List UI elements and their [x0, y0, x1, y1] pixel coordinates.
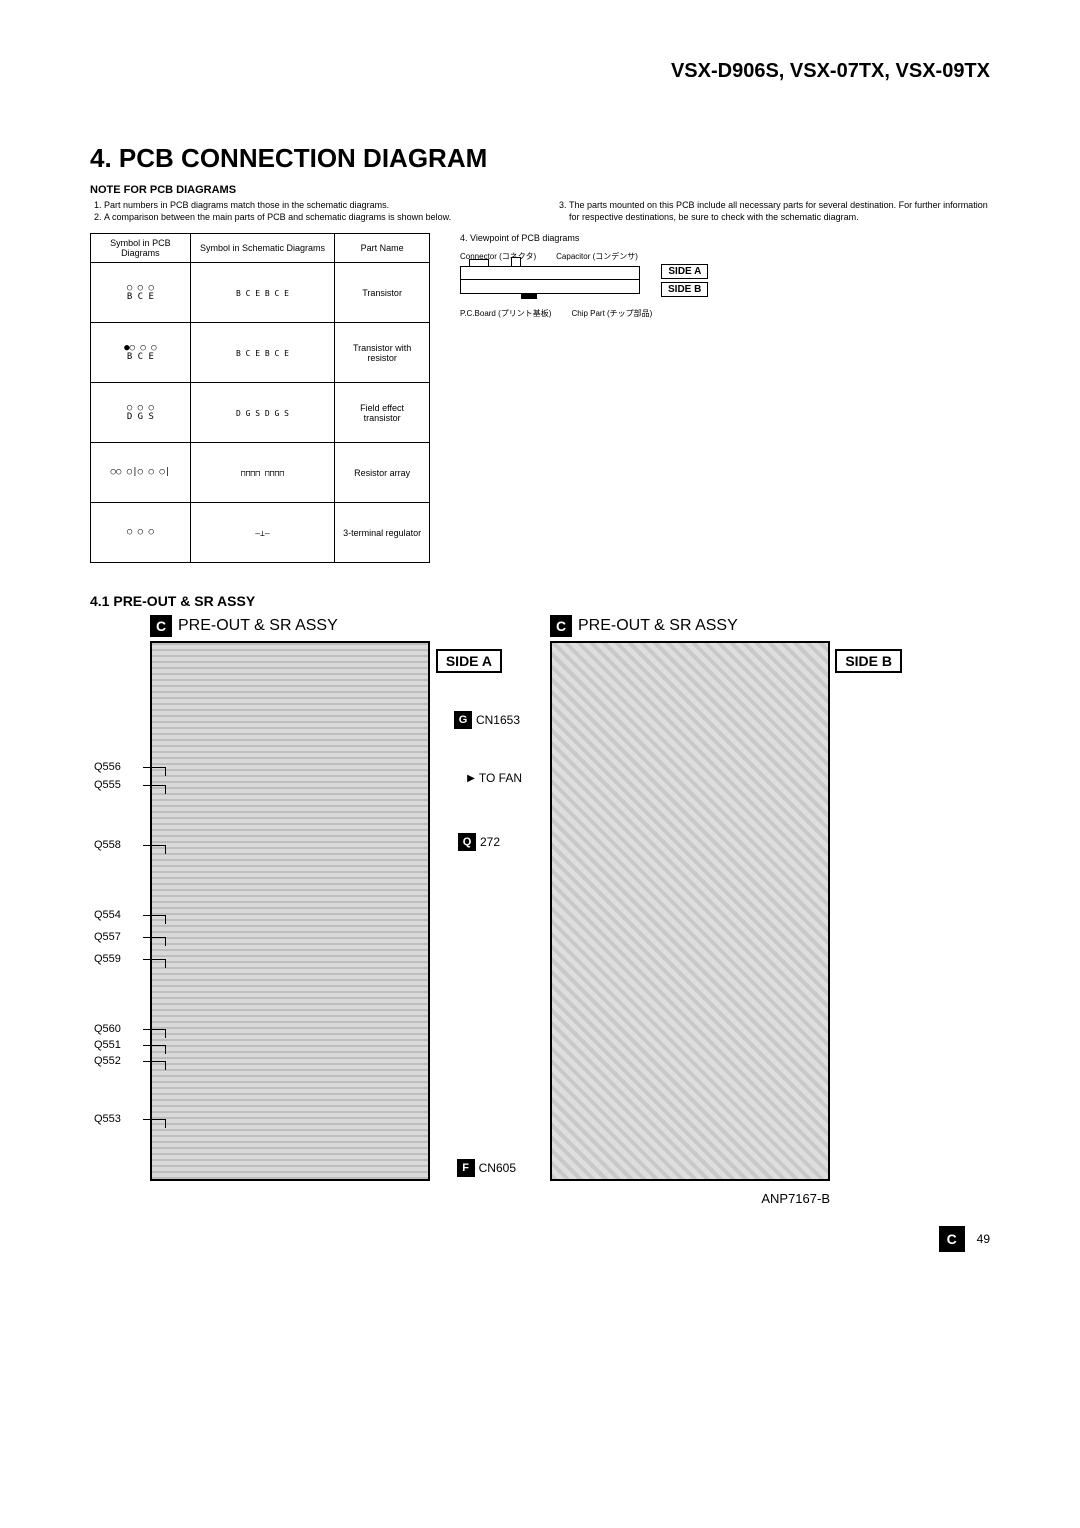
block-letter-icon: C — [550, 615, 572, 637]
part-name-cell: Resistor array — [335, 443, 430, 503]
assy-side-b-block: C PRE-OUT & SR ASSY SIDE B ANP7167-B — [550, 615, 830, 1206]
table-row: ○ ○ ○D G SD G S D G SField effect transi… — [91, 383, 430, 443]
callout-text: 272 — [480, 835, 500, 849]
component-ref-label: Q560 — [94, 1023, 144, 1035]
symbol-pcb-cell: ●○ ○ ○ B C E — [91, 323, 191, 383]
symbol-schematic-cell: B C E B C E — [190, 323, 335, 383]
section-title-text: PCB CONNECTION DIAGRAM — [119, 143, 487, 173]
callout: Q 272 — [458, 833, 500, 851]
part-name-cell: 3-terminal regulator — [335, 503, 430, 563]
vp-pcboard-label: P.C.Board (プリント基板) — [460, 308, 551, 319]
side-b-label: SIDE B — [835, 649, 902, 673]
pcb-side-b: SIDE B — [550, 641, 830, 1181]
header-models: VSX-D906S, VSX-07TX, VSX-09TX — [90, 60, 990, 83]
block-title: PRE-OUT & SR ASSY — [178, 617, 338, 635]
section-number: 4. — [90, 143, 112, 173]
subsection-title: 4.1 PRE-OUT & SR ASSY — [90, 593, 990, 609]
notes-row: Part numbers in PCB diagrams match those… — [90, 200, 990, 223]
component-ref-label: Q555 — [94, 779, 144, 791]
symbol-schematic-cell: D G S D G S — [190, 383, 335, 443]
callout: G CN1653 — [454, 711, 520, 729]
assy-part-number: ANP7167-B — [550, 1191, 830, 1206]
component-ref-label: Q554 — [94, 909, 144, 921]
notes-right: The parts mounted on this PCB include al… — [555, 200, 990, 223]
table-row: ○ ○ ○—⊥—3-terminal regulator — [91, 503, 430, 563]
page-footer: C 49 — [90, 1226, 990, 1252]
block-title: PRE-OUT & SR ASSY — [578, 617, 738, 635]
callout-text: CN1653 — [476, 713, 520, 727]
component-ref-label: Q553 — [94, 1113, 144, 1125]
table-row: ○○ ○|○ ○ ○|⊓⊓⊓⊓ ⊓⊓⊓⊓Resistor array — [91, 443, 430, 503]
part-name-cell: Field effect transistor — [335, 383, 430, 443]
table-row: ●○ ○ ○ B C EB C E B C ETransistor with r… — [91, 323, 430, 383]
note-item: The parts mounted on this PCB include al… — [569, 200, 990, 223]
side-b-badge: SIDE B — [661, 282, 708, 297]
callout-letter-icon: Q — [458, 833, 476, 851]
callout: F CN605 — [457, 1159, 516, 1177]
note-item: A comparison between the main parts of P… — [104, 212, 525, 224]
pcb-image-a — [150, 641, 430, 1181]
symbol-pcb-cell: ○○ ○|○ ○ ○| — [91, 443, 191, 503]
part-name-cell: Transistor with resistor — [335, 323, 430, 383]
notes-heading: NOTE FOR PCB DIAGRAMS — [90, 184, 990, 196]
callout-text: CN605 — [479, 1161, 516, 1175]
vp-capacitor-label: Capacitor (コンデンサ) — [556, 251, 638, 262]
table-row: ○ ○ ○B C EB C E B C ETransistor — [91, 263, 430, 323]
vp-chippart-label: Chip Part (チップ部品) — [571, 308, 652, 319]
table-header: Part Name — [335, 234, 430, 263]
table-header: Symbol in Schematic Diagrams — [190, 234, 335, 263]
component-ref-label: Q559 — [94, 953, 144, 965]
component-ref-label: Q556 — [94, 761, 144, 773]
symbol-schematic-cell: ⊓⊓⊓⊓ ⊓⊓⊓⊓ — [190, 443, 335, 503]
assy-header-a: C PRE-OUT & SR ASSY — [150, 615, 430, 637]
callout: ▶ TO FAN — [467, 771, 522, 785]
callout-text: TO FAN — [479, 771, 522, 785]
viewpoint-title: 4. Viewpoint of PCB diagrams — [460, 233, 652, 243]
symbol-pcb-cell: ○ ○ ○ — [91, 503, 191, 563]
component-ref-label: Q552 — [94, 1055, 144, 1067]
component-ref-label: Q558 — [94, 839, 144, 851]
pcb-image-b — [550, 641, 830, 1181]
callout-letter-icon: G — [454, 711, 472, 729]
part-name-cell: Transistor — [335, 263, 430, 323]
side-a-label: SIDE A — [436, 649, 502, 673]
pcb-side-a: Q556Q555Q558Q554Q557Q559Q560Q551Q552Q553… — [150, 641, 430, 1181]
table-header: Symbol in PCB Diagrams — [91, 234, 191, 263]
assy-row: C PRE-OUT & SR ASSY Q556Q555Q558Q554Q557… — [90, 615, 990, 1206]
side-a-badge: SIDE A — [661, 264, 708, 279]
viewpoint-block: 4. Viewpoint of PCB diagrams Connector (… — [460, 233, 652, 563]
symbol-pcb-cell: ○ ○ ○B C E — [91, 263, 191, 323]
block-letter-icon: C — [150, 615, 172, 637]
page-number: 49 — [977, 1232, 990, 1246]
assy-header-b: C PRE-OUT & SR ASSY — [550, 615, 830, 637]
symbol-schematic-cell: B C E B C E — [190, 263, 335, 323]
section-title: 4. PCB CONNECTION DIAGRAM — [90, 143, 990, 174]
symbol-pcb-cell: ○ ○ ○D G S — [91, 383, 191, 443]
notes-left: Part numbers in PCB diagrams match those… — [90, 200, 525, 223]
callout-letter-icon: F — [457, 1159, 475, 1177]
component-ref-label: Q557 — [94, 931, 144, 943]
assy-side-a-block: C PRE-OUT & SR ASSY Q556Q555Q558Q554Q557… — [150, 615, 430, 1181]
top-two-col: Symbol in PCB Diagrams Symbol in Schemat… — [90, 233, 990, 563]
symbol-schematic-cell: —⊥— — [190, 503, 335, 563]
symbol-legend-table: Symbol in PCB Diagrams Symbol in Schemat… — [90, 233, 430, 563]
footer-letter-icon: C — [939, 1226, 965, 1252]
q-labels-column: Q556 Q555 Q558 Q554 Q557 Q559 Q560 Q551 Q552 Q553 — [94, 641, 150, 1181]
component-ref-label: Q551 — [94, 1039, 144, 1051]
note-item: Part numbers in PCB diagrams match those… — [104, 200, 525, 212]
arrow-icon: ▶ — [467, 773, 475, 784]
